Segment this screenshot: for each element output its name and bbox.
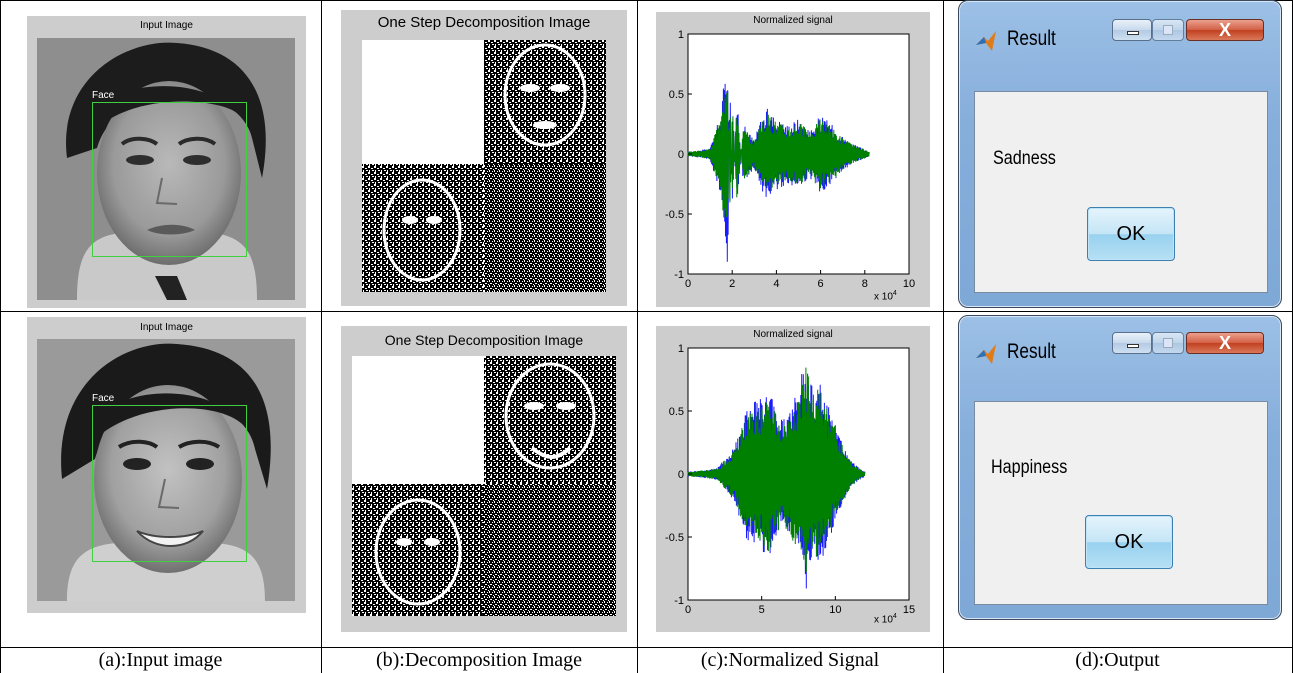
signal-panel: Normalized signal 1 0.5 0 -0.5 -1 0 2 4 6 8 10 x 1…: [656, 12, 930, 307]
ok-button[interactable]: OK: [1085, 515, 1173, 569]
x-tick-label: 10: [903, 278, 915, 290]
y-tick-label: -0.5: [665, 532, 684, 544]
x-exponent-label: x 104: [874, 290, 897, 302]
y-tick-label: 0.5: [669, 89, 684, 101]
face-photo-graphic: [37, 339, 295, 601]
x-tick-label: 4: [773, 278, 779, 290]
face-photo-graphic: [37, 38, 295, 300]
signal-panel: Normalized signal 1 0.5 0 -0.5 -1 0 5 10 15 x 10…: [656, 326, 930, 632]
table-caption-divider: [0, 647, 1293, 648]
maximize-button[interactable]: [1152, 332, 1184, 354]
caption-d: (d):Output: [1075, 649, 1160, 671]
face-detection-box: [92, 405, 247, 562]
input-image-title: Input Image: [140, 322, 193, 333]
matlab-icon: [976, 344, 996, 364]
x-tick-label: 15: [903, 604, 915, 616]
y-tick-label: 0: [678, 469, 684, 481]
caption-a: (a):Input image: [98, 649, 223, 671]
face-detection-box: [92, 102, 247, 257]
face-photo: Face: [37, 38, 295, 300]
y-tick-label: 1: [678, 343, 684, 355]
decomposition-image: [352, 356, 616, 616]
x-tick-label: 5: [759, 604, 765, 616]
table-col-divider: [637, 0, 638, 673]
result-message: Happiness: [991, 457, 1068, 478]
x-tick-label: 8: [862, 278, 868, 290]
result-dialog: Result X Sadness OK: [958, 0, 1282, 308]
x-tick-label: 10: [829, 604, 841, 616]
input-image-panel: Input Image: [27, 16, 306, 308]
signal-chart: 10.50-0.5-10 2 4 6 8 10: [665, 29, 915, 290]
table-border-left: [0, 0, 1, 673]
input-image-panel: Input Image Face: [27, 317, 306, 613]
matlab-icon: [976, 31, 996, 51]
y-tick-label: -1: [674, 269, 684, 281]
y-tick-label: -0.5: [665, 209, 684, 221]
signal-chart: 10.50-0.5-10 5 10 15: [665, 343, 915, 616]
decomposition-image: [362, 40, 606, 292]
decomposition-title: One Step Decomposition Image: [384, 332, 584, 348]
signal-series-green: [687, 91, 870, 218]
minimize-icon: [1127, 31, 1139, 35]
caption-b: (b):Decomposition Image: [375, 649, 583, 671]
decomposition-panel: One Step Decomposition Image: [341, 326, 627, 632]
input-image-title: Input Image: [140, 20, 193, 31]
close-icon: X: [1218, 333, 1231, 353]
minimize-button[interactable]: [1112, 332, 1152, 354]
table-col-divider: [321, 0, 322, 673]
x-exponent-label: x 104: [874, 613, 897, 625]
x-exponent-power: 4: [892, 290, 897, 297]
caption-c: (c):Normalized Signal: [700, 649, 880, 671]
result-message: Sadness: [993, 148, 1056, 169]
x-exponent-base: x 10: [874, 614, 893, 626]
x-exponent-base: x 10: [874, 291, 893, 303]
maximize-icon: [1163, 338, 1173, 348]
minimize-icon: [1127, 344, 1139, 348]
signal-series-green: [687, 367, 866, 573]
close-button[interactable]: X: [1186, 19, 1264, 41]
face-photo: Face: [37, 339, 295, 601]
dialog-body: Happiness OK: [974, 401, 1268, 605]
decomposition-panel: One Step Decomposition Image: [341, 10, 627, 306]
x-exponent-power: 4: [892, 613, 897, 620]
x-tick-label: 0: [685, 278, 691, 290]
y-tick-label: -1: [674, 595, 684, 607]
maximize-icon: [1163, 25, 1173, 35]
x-tick-label: 6: [818, 278, 824, 290]
result-dialog: Result X Happiness OK: [958, 315, 1282, 620]
close-icon: X: [1218, 20, 1231, 40]
minimize-button[interactable]: [1112, 19, 1152, 41]
decomposition-title: One Step Decomposition Image: [377, 14, 591, 31]
y-tick-label: 0.5: [669, 406, 684, 418]
signal-title: Normalized signal: [753, 329, 833, 340]
signal-title: Normalized signal: [753, 15, 833, 26]
dialog-title: Result: [1007, 340, 1056, 363]
table-border-top: [0, 0, 1293, 1]
ok-button[interactable]: OK: [1087, 207, 1175, 261]
y-tick-label: 0: [678, 149, 684, 161]
face-detection-label: Face: [92, 90, 115, 101]
dialog-body: Sadness OK: [974, 91, 1268, 293]
close-button[interactable]: X: [1186, 332, 1264, 354]
table-col-divider: [943, 0, 944, 673]
dialog-title: Result: [1007, 27, 1056, 50]
x-tick-label: 0: [685, 604, 691, 616]
table-row-divider: [0, 311, 1293, 312]
face-detection-label: Face: [92, 393, 115, 404]
x-tick-label: 2: [729, 278, 735, 290]
y-tick-label: 1: [678, 29, 684, 41]
maximize-button[interactable]: [1152, 19, 1184, 41]
